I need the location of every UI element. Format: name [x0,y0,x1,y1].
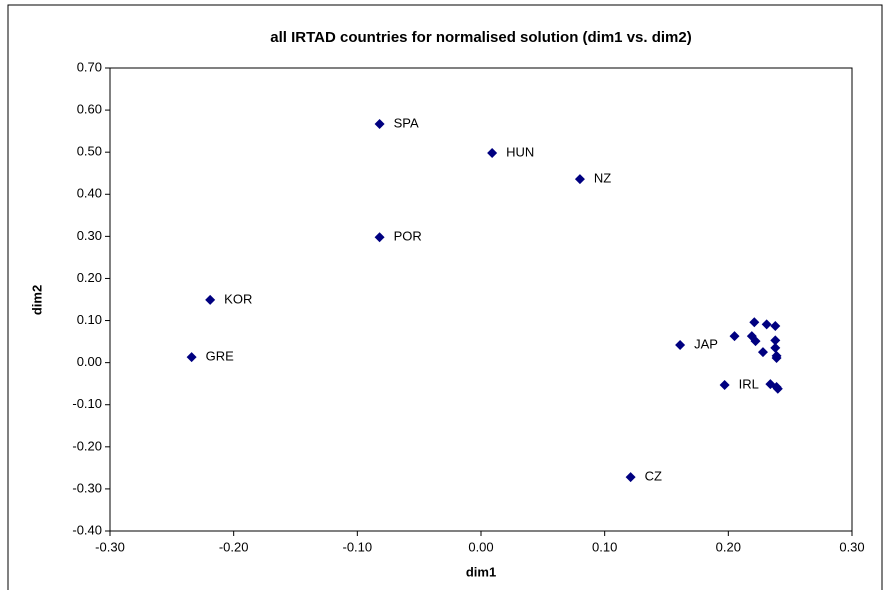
x-tick-label: 0.20 [716,539,741,554]
y-tick-label: -0.30 [72,480,102,495]
data-point [757,347,768,358]
point-label: HUN [506,144,534,159]
x-tick-label: -0.10 [343,539,373,554]
data-point [749,317,760,328]
y-tick-label: -0.20 [72,438,102,453]
point-label: SPA [394,115,419,130]
y-tick-label: 0.70 [77,59,102,74]
data-point [625,472,636,483]
chart-frame [7,4,883,590]
y-tick-label: 0.60 [77,102,102,117]
point-label: IRL [739,376,759,391]
point-label: CZ [645,469,662,484]
x-tick-label: 0.10 [592,539,617,554]
y-tick-label: 0.20 [77,270,102,285]
data-point [761,319,772,330]
data-point [374,232,385,243]
point-label: NZ [594,171,611,186]
x-axis-title: dim1 [466,564,496,579]
y-tick-label: -0.40 [72,522,102,537]
y-tick-label: 0.00 [77,354,102,369]
data-point [770,335,781,346]
point-label: JAP [694,336,718,351]
point-label: POR [394,229,422,244]
data-point [487,148,498,159]
data-point [205,294,216,305]
data-point [719,379,730,390]
y-tick-label: 0.10 [77,312,102,327]
data-point [675,339,686,350]
x-tick-label: -0.20 [219,539,249,554]
data-point [750,336,761,347]
x-tick-label: 0.00 [468,539,493,554]
x-tick-label: 0.30 [839,539,864,554]
y-tick-label: 0.50 [77,144,102,159]
data-point [374,118,385,129]
point-label: GRE [206,349,235,364]
x-tick-label: -0.30 [95,539,125,554]
data-point [770,321,781,332]
point-label: KOR [224,291,252,306]
y-tick-label: 0.40 [77,186,102,201]
data-point [771,353,782,364]
y-tick-label: 0.30 [77,228,102,243]
data-point [729,331,740,342]
data-point [770,342,781,353]
data-point [186,352,197,363]
data-point [772,383,783,394]
chart-title: all IRTAD countries for normalised solut… [270,29,691,46]
y-tick-label: -0.10 [72,396,102,411]
data-point [574,174,585,185]
y-axis-title: dim2 [29,285,44,315]
